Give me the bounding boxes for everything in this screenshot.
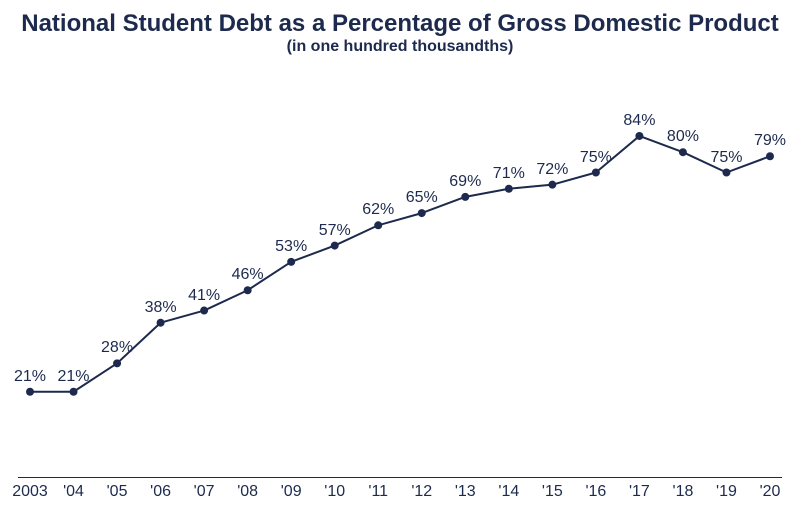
x-axis-label: '16: [585, 483, 606, 501]
point-label: 79%: [754, 132, 786, 150]
x-axis-label: '09: [281, 483, 302, 501]
x-axis-label: '19: [716, 483, 737, 501]
point-label: 75%: [580, 149, 612, 167]
data-point: [592, 169, 600, 177]
point-label: 62%: [362, 201, 394, 219]
point-label: 71%: [493, 165, 525, 183]
data-line: [30, 136, 770, 392]
x-axis-label: '20: [760, 483, 781, 501]
point-label: 72%: [536, 161, 568, 179]
point-label: 28%: [101, 339, 133, 357]
data-point: [418, 209, 426, 217]
point-label: 41%: [188, 287, 220, 305]
chart-title: National Student Debt as a Percentage of…: [0, 0, 800, 38]
x-axis-label: '05: [107, 483, 128, 501]
chart-subtitle: (in one hundred thousandths): [0, 38, 800, 56]
data-point: [287, 258, 295, 266]
point-label: 21%: [58, 368, 90, 386]
point-label: 75%: [710, 149, 742, 167]
point-label: 80%: [667, 128, 699, 146]
data-point: [70, 388, 78, 396]
data-point: [635, 132, 643, 140]
data-point: [505, 185, 513, 193]
x-axis-label: '11: [368, 483, 388, 501]
point-label: 65%: [406, 189, 438, 207]
chart-container: National Student Debt as a Percentage of…: [0, 0, 800, 517]
x-axis-label: '06: [150, 483, 171, 501]
x-axis-label: '18: [673, 483, 694, 501]
data-point: [200, 307, 208, 315]
x-axis-label: '15: [542, 483, 563, 501]
point-label: 38%: [145, 299, 177, 317]
data-point: [113, 359, 121, 367]
x-axis-label: 2003: [12, 483, 48, 501]
data-point: [26, 388, 34, 396]
point-label: 53%: [275, 238, 307, 256]
line-chart-svg: [18, 65, 782, 479]
plot-area: 2003'04'05'06'07'08'09'10'11'12'13'14'15…: [18, 65, 782, 517]
data-point: [679, 148, 687, 156]
point-label: 69%: [449, 173, 481, 191]
x-axis-label: '08: [237, 483, 258, 501]
data-point: [374, 221, 382, 229]
x-axis-label: '10: [324, 483, 345, 501]
x-axis-label: '13: [455, 483, 476, 501]
point-label: 46%: [232, 266, 264, 284]
x-axis-label: '14: [498, 483, 519, 501]
x-axis-label: '04: [63, 483, 84, 501]
data-point: [244, 286, 252, 294]
point-label: 21%: [14, 368, 46, 386]
data-point: [331, 242, 339, 250]
data-point: [548, 181, 556, 189]
data-point: [722, 169, 730, 177]
x-axis-label: '12: [411, 483, 432, 501]
point-label: 84%: [623, 112, 655, 130]
x-axis-label: '07: [194, 483, 215, 501]
point-label: 57%: [319, 222, 351, 240]
data-point: [461, 193, 469, 201]
x-axis-label: '17: [629, 483, 650, 501]
data-point: [766, 152, 774, 160]
data-point: [157, 319, 165, 327]
